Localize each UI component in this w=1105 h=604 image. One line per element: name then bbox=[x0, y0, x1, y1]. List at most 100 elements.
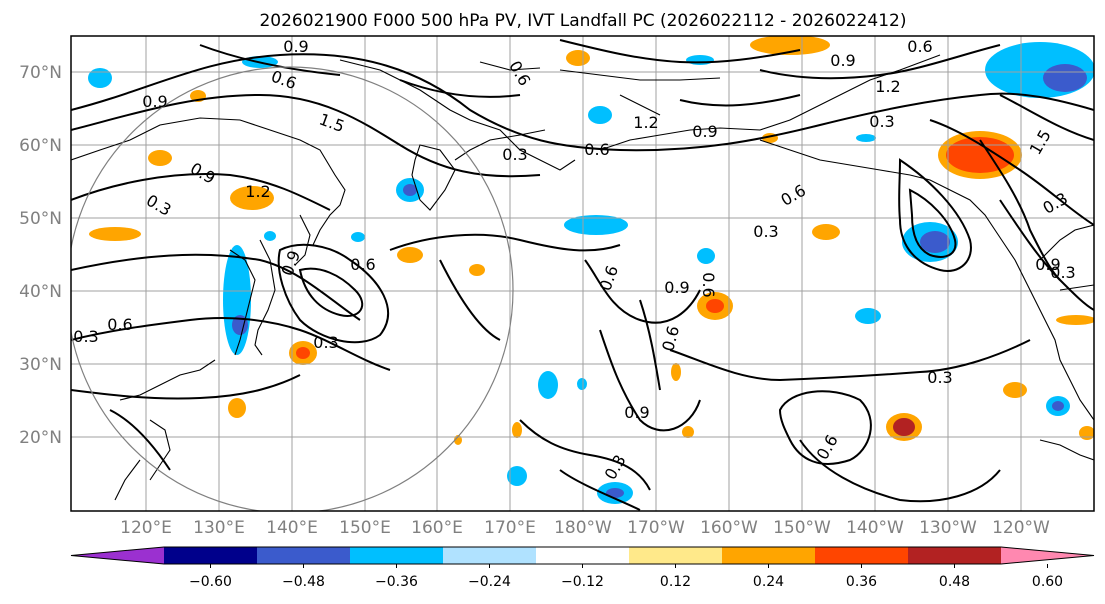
positive-anomaly-5 bbox=[148, 150, 172, 166]
lat-label: 20°N bbox=[19, 428, 62, 448]
colorbar-segment bbox=[350, 547, 444, 564]
lat-label: 40°N bbox=[19, 282, 62, 302]
colorbar-segment bbox=[908, 547, 1002, 564]
lon-label: 170°W bbox=[627, 518, 685, 538]
contour-label: 0.3 bbox=[869, 112, 894, 131]
negative-anomaly-3-core bbox=[1052, 401, 1064, 411]
negative-anomaly-11 bbox=[697, 248, 715, 264]
colorbar-segment bbox=[629, 547, 723, 564]
colorbar-tick-label: 0.12 bbox=[660, 574, 691, 590]
negative-anomaly-1 bbox=[564, 215, 628, 235]
contour-label: 0.6 bbox=[907, 37, 932, 56]
lon-label: 160°E bbox=[411, 518, 463, 538]
negative-anomaly-kamchatka-core bbox=[403, 184, 417, 196]
positive-anomaly-alaska-core bbox=[946, 137, 1014, 173]
colorbar-segments bbox=[70, 546, 1095, 565]
positive-anomaly-7 bbox=[566, 50, 590, 66]
colorbar-tick-label: −0.12 bbox=[561, 574, 604, 590]
contour-label: 1.2 bbox=[245, 182, 270, 201]
colorbar-tick-label: −0.48 bbox=[282, 574, 325, 590]
colorbar-segment bbox=[164, 547, 258, 564]
contour-label: 0.9 bbox=[624, 403, 649, 422]
colorbar: −0.60 −0.48 −0.36 −0.24 −0.12 0.12 0.24 0.36 0.4… bbox=[70, 546, 1095, 590]
colorbar-tick-label: 0.48 bbox=[939, 574, 970, 590]
positive-anomaly-1 bbox=[230, 186, 274, 210]
contour-label: 0.3 bbox=[313, 333, 338, 352]
positive-anomaly-19 bbox=[1003, 382, 1027, 398]
positive-anomaly-subtropical-core bbox=[893, 418, 915, 436]
contour-label: 0.9 bbox=[664, 278, 689, 297]
lat-label: 60°N bbox=[19, 136, 62, 156]
map-frame bbox=[70, 35, 1095, 512]
negative-anomaly-12 bbox=[351, 232, 365, 242]
colorbar-tick-label: −0.24 bbox=[468, 574, 511, 590]
colorbar-segment bbox=[443, 547, 537, 564]
shaded-anomalies bbox=[88, 36, 1094, 504]
lon-label: 150°W bbox=[773, 518, 831, 538]
colorbar-tick-label: −0.60 bbox=[189, 574, 232, 590]
negative-anomaly-10 bbox=[507, 466, 527, 486]
lon-label: 120°E bbox=[120, 518, 172, 538]
lon-label: 130°E bbox=[193, 518, 245, 538]
range-circle bbox=[71, 66, 514, 511]
lon-label: 170°E bbox=[484, 518, 536, 538]
lat-label: 50°N bbox=[19, 209, 62, 229]
negative-anomaly-4 bbox=[855, 308, 881, 324]
contour-label: 0.6 bbox=[107, 315, 132, 334]
contour-label: 0.3 bbox=[73, 327, 98, 346]
positive-anomaly-18 bbox=[682, 426, 694, 438]
lon-label: 150°E bbox=[339, 518, 391, 538]
lon-label: 130°W bbox=[919, 518, 977, 538]
colorbar-segment bbox=[257, 547, 351, 564]
contour-label: 0.6 bbox=[699, 272, 718, 297]
contour-label: 0.6 bbox=[350, 255, 375, 274]
positive-anomaly-15 bbox=[469, 264, 485, 276]
positive-anomaly-6 bbox=[89, 227, 141, 241]
negative-anomaly-gulf-core bbox=[920, 231, 950, 253]
contour-label: 1.2 bbox=[633, 113, 658, 132]
negative-anomaly-7 bbox=[686, 55, 714, 65]
negative-anomaly-13 bbox=[264, 231, 276, 241]
negative-anomaly-8 bbox=[588, 106, 612, 124]
colorbar-tick-label: 0.36 bbox=[846, 574, 877, 590]
contour-label: 0.3 bbox=[753, 222, 778, 241]
colorbar-outline bbox=[70, 546, 1095, 565]
colorbar-segment bbox=[722, 547, 816, 564]
contour-label: 0.3 bbox=[1050, 263, 1075, 282]
negative-anomaly-14 bbox=[856, 134, 876, 142]
colorbar-segment bbox=[536, 547, 630, 564]
negative-anomaly-5 bbox=[88, 68, 112, 88]
lon-labels: 120°E 130°E 140°E 150°E 160°E 170°E 180°… bbox=[120, 518, 1050, 538]
lat-label: 30°N bbox=[19, 355, 62, 375]
positive-anomaly-3-core bbox=[706, 299, 724, 313]
colorbar-segment bbox=[71, 547, 164, 564]
positive-anomaly-20 bbox=[671, 363, 681, 381]
contour-label: 0.9 bbox=[142, 92, 167, 111]
contour-label: 0.9 bbox=[830, 51, 855, 70]
lon-label: 140°W bbox=[846, 518, 904, 538]
negative-anomaly-japan-core bbox=[232, 315, 248, 335]
positive-anomaly-12 bbox=[1079, 426, 1094, 440]
lon-label: 120°W bbox=[992, 518, 1050, 538]
lat-label: 70°N bbox=[19, 63, 62, 83]
lon-label: 140°E bbox=[266, 518, 318, 538]
negative-anomaly-arctic-core bbox=[1043, 64, 1087, 92]
positive-anomaly-11 bbox=[1056, 315, 1094, 325]
lat-labels: 70°N 60°N 50°N 40°N 30°N 20°N bbox=[19, 63, 62, 448]
positive-anomaly-9 bbox=[228, 398, 246, 418]
negative-anomaly-15 bbox=[577, 378, 587, 390]
figure-title: 2026021900 F000 500 hPa PV, IVT Landfall… bbox=[259, 11, 906, 31]
negative-anomaly-9 bbox=[538, 371, 558, 399]
lon-label: 160°W bbox=[700, 518, 758, 538]
contour-label: 0.6 bbox=[584, 140, 609, 159]
lon-label: 180°W bbox=[554, 518, 612, 538]
contour-label: 0.9 bbox=[283, 37, 308, 56]
contour-label: 0.3 bbox=[502, 145, 527, 164]
colorbar-tick-label: 0.60 bbox=[1032, 574, 1063, 590]
contour-label: 0.9 bbox=[1035, 255, 1060, 274]
negative-anomaly-japan bbox=[223, 245, 251, 355]
contour-label: 0.3 bbox=[927, 368, 952, 387]
contour-label: 1.2 bbox=[875, 77, 900, 96]
positive-anomaly-17 bbox=[512, 422, 522, 438]
